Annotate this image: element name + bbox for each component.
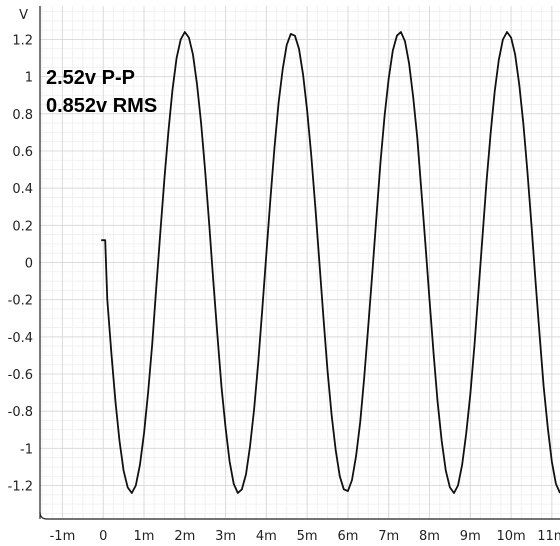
x-tick-label: 11m <box>537 529 560 544</box>
x-tick-label: 4m <box>256 529 277 544</box>
y-tick-labels: 1.2 1 0.8 0.6 0.4 0.2 0 -0.2 -0.4 -0.6 -0.8 -1 -1.2 <box>8 33 33 494</box>
y-tick-label: -0.6 <box>8 368 33 383</box>
y-axis-unit-label: V <box>19 8 28 23</box>
rms-readout: 0.852v RMS <box>46 95 157 117</box>
grid-layer <box>40 6 560 519</box>
y-tick-label: -0.8 <box>8 405 33 420</box>
x-tick-label: 0 <box>99 529 107 544</box>
x-tick-label: 6m <box>337 529 358 544</box>
x-tick-label: 3m <box>215 529 236 544</box>
x-tick-label: 10m <box>496 529 525 544</box>
y-tick-label: -0.2 <box>8 294 33 309</box>
y-tick-label: 0 <box>25 257 33 272</box>
y-tick-label: -1.2 <box>8 480 33 495</box>
x-tick-label: 2m <box>174 529 195 544</box>
y-tick-label: 1.2 <box>12 33 33 48</box>
x-axis-line <box>39 511 560 520</box>
x-tick-label: -1m <box>50 529 76 544</box>
y-tick-label: 0.4 <box>12 182 33 197</box>
x-tick-label: 8m <box>419 529 440 544</box>
x-tick-label: 7m <box>378 529 399 544</box>
x-tick-label: 1m <box>134 529 155 544</box>
y-tick-label: 0.6 <box>12 145 33 160</box>
x-tick-label: 9m <box>460 529 481 544</box>
signal-trace <box>101 31 560 494</box>
y-tick-label: -1 <box>20 442 33 457</box>
x-tick-labels: -1m 0 1m 2m 3m 4m 5m 6m 7m 8m 9m 10m 11m <box>50 529 560 544</box>
peak-to-peak-readout: 2.52v P-P <box>46 67 135 89</box>
y-tick-label: -0.4 <box>8 331 33 346</box>
x-tick-label: 5m <box>297 529 318 544</box>
y-tick-label: 0.8 <box>12 108 33 123</box>
y-tick-label: 1 <box>25 71 33 86</box>
y-tick-label: 0.2 <box>12 219 33 234</box>
